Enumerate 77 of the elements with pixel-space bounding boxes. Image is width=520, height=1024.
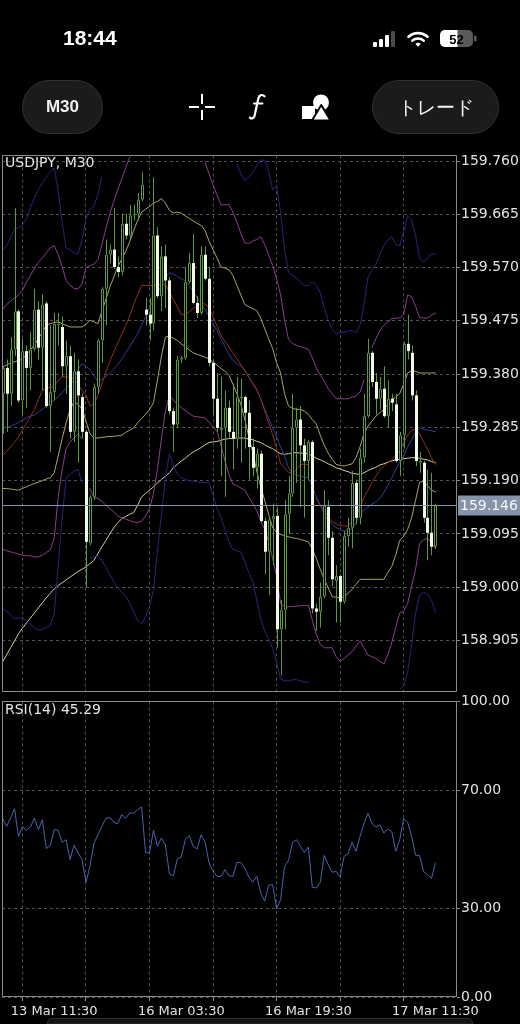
candlestick: [256, 448, 259, 489]
candlestick: [387, 379, 390, 429]
y-tick-label: 159.475: [461, 311, 519, 328]
candlestick: [419, 451, 422, 474]
candlestick: [367, 338, 370, 419]
candlestick: [49, 324, 52, 453]
text: M30: [45, 97, 80, 117]
y-tick-label: 159.095: [461, 524, 519, 541]
candlestick: [220, 376, 223, 477]
candlestick: [160, 245, 163, 312]
candlestick: [307, 439, 310, 481]
y-tick-label: 0.00: [461, 987, 493, 1004]
candlestick: [2, 365, 5, 435]
x-tick-label: 16 Mar 03:30: [137, 1003, 225, 1019]
candlestick: [272, 503, 275, 566]
chart-title: RSI(14) 45.29: [5, 701, 102, 717]
candlestick: [236, 376, 239, 450]
y-tick-label: 159.285: [461, 418, 519, 435]
chart-title: USDJPY, M30: [5, 154, 95, 170]
candlestick: [323, 489, 326, 599]
y-tick-label: 30.00: [461, 898, 502, 915]
y-tick-label: 70.00: [461, 780, 502, 797]
candlestick: [25, 345, 28, 409]
x-tick-label: 16 Mar 19:30: [264, 1003, 352, 1019]
candlestick: [244, 394, 247, 450]
candlestick: [21, 338, 24, 415]
candlestick: [403, 341, 406, 450]
candlestick: [200, 245, 203, 316]
ref-line-label: 159.146: [460, 497, 518, 514]
candlestick: [319, 582, 322, 629]
candlestick: [375, 372, 378, 415]
candlestick: [113, 207, 116, 270]
candlestick: [184, 266, 187, 361]
y-tick-label: 159.570: [461, 258, 519, 275]
candlestick: [121, 213, 124, 276]
x-tick-label: 17 Mar 11:30: [392, 1003, 479, 1019]
y-tick-label: 159.380: [461, 364, 519, 381]
candlestick: [284, 499, 287, 630]
candlestick: [89, 494, 92, 546]
candlestick: [343, 530, 346, 604]
candlestick: [379, 376, 382, 410]
y-tick-label: 159.665: [461, 204, 519, 221]
candlestick: [129, 204, 132, 241]
candlestick: [280, 599, 283, 676]
text: トレード: [397, 96, 474, 118]
candlestick: [240, 378, 243, 464]
y-tick-label: 159.190: [461, 471, 519, 488]
candlestick: [105, 239, 108, 326]
y-tick-label: 159.760: [461, 151, 519, 168]
candlestick: [335, 564, 338, 624]
candlestick: [65, 339, 68, 395]
candlestick: [295, 407, 298, 484]
candlestick: [347, 517, 350, 548]
y-tick-label: 158.905: [461, 631, 519, 648]
y-tick-label: 159.000: [461, 577, 519, 594]
candlestick: [303, 438, 306, 519]
candlestick: [399, 431, 402, 477]
candlestick: [73, 352, 76, 443]
candlestick: [109, 244, 112, 264]
candlestick: [41, 293, 44, 391]
candlestick: [268, 515, 271, 596]
candlestick: [176, 355, 179, 429]
candlestick: [188, 252, 191, 285]
candlestick: [145, 297, 148, 326]
candlestick: [252, 438, 255, 477]
text: 18:44: [63, 26, 117, 50]
y-tick-label: 100.00: [461, 692, 510, 709]
candlestick: [430, 472, 433, 556]
candlestick: [137, 192, 140, 221]
candlestick: [53, 312, 56, 401]
x-tick-label: 13 Mar 11:30: [10, 1003, 98, 1019]
candlestick: [434, 503, 437, 549]
candlestick: [351, 470, 354, 549]
candlestick: [224, 389, 227, 498]
candlestick: [141, 171, 144, 202]
candlestick: [93, 383, 96, 501]
candlestick: [232, 383, 235, 470]
